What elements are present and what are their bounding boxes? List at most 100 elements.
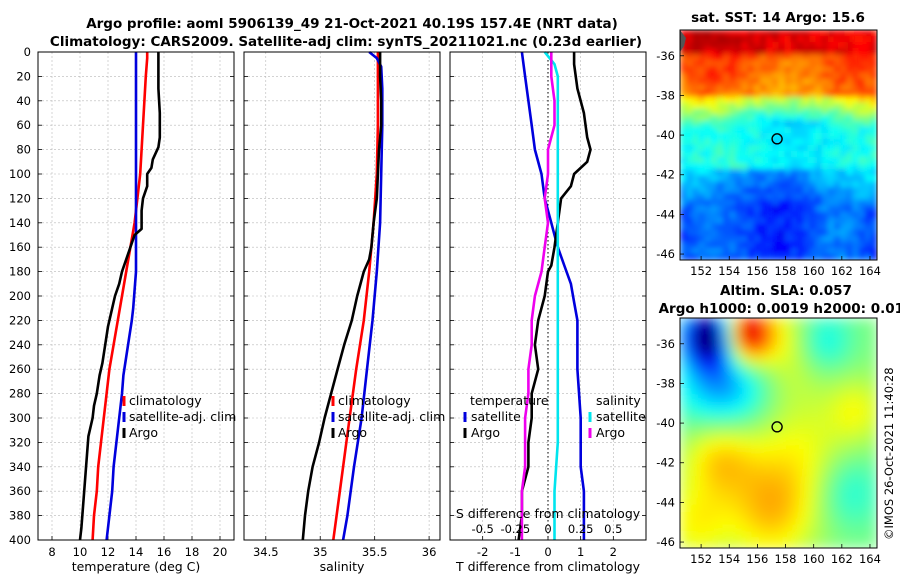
sla-cell [757,519,766,528]
sla-cell [757,540,766,548]
sst-cell [766,181,773,188]
sla-cell [722,447,730,456]
sst-cell [710,163,718,170]
sst-cell [784,90,792,98]
sst-cell [815,54,823,61]
sst-cell [846,42,853,49]
sst-cell [753,48,761,55]
depth-tick-label: 160 [9,240,31,254]
sst-cell [858,36,866,43]
sst-cell [698,181,706,188]
sst-cell [710,211,718,219]
sla-cell [799,526,808,535]
sla-cell [680,468,688,477]
sla-cell [778,461,787,470]
sla-cell [778,361,787,369]
sla-cell [757,504,766,513]
sst-cell [735,151,743,158]
sst-cell [753,199,761,207]
sla-cell [722,497,730,506]
sst-cell [833,187,841,195]
sst-cell [704,132,712,140]
sst-cell [870,253,877,260]
sla-cell [820,447,829,456]
sst-cell [827,60,835,67]
sst-cell [716,48,724,55]
sla-cell [799,368,808,377]
sla-cell [820,411,829,420]
sla-cell [750,476,758,484]
sst-cell [864,211,872,219]
sst-cell [729,163,737,170]
x-tick-label: 36 [422,545,437,559]
sst-cell [710,96,718,104]
sst-cell [680,138,687,146]
sla-cell [694,346,702,355]
sst-cell [809,48,817,55]
sla-cell [813,512,822,520]
s-difference-tick-labels: -0.5 -0.25 0 0.25 0.5 [471,522,622,536]
sla-cell [792,339,801,348]
sla-cell [848,325,857,333]
sla-cell [841,512,850,520]
sla-cell [722,318,730,326]
sla-cell [820,404,829,413]
sla-cell [743,397,751,405]
sst-cell [729,108,737,116]
sst-cell [680,163,687,170]
sla-cell [806,454,815,463]
sst-cell [870,66,877,73]
sla-cell [855,440,864,448]
sst-cell [772,145,780,152]
sst-cell [692,72,700,80]
sst-cell [704,175,712,182]
sla-cell [771,389,780,398]
sst-cell [729,217,737,225]
sst-cell [735,247,743,255]
sst-cell [735,36,743,43]
sst-cell [815,84,823,92]
sla-cell [743,476,751,484]
sst-cell [815,199,823,207]
sst-cell [858,138,866,146]
sla-cell [855,368,864,377]
sla-cell [736,476,744,484]
sla-cell [694,483,702,492]
sla-cell [862,339,871,348]
sst-cell [864,36,872,43]
map-latitude-label: -46 [656,535,675,549]
sla-cell [743,433,751,441]
sla-cell [743,519,751,528]
sla-cell [764,353,773,362]
sst-cell [846,78,853,86]
depth-tick-label: 300 [9,411,31,425]
sla-cell [757,483,766,492]
sst-cell [821,175,829,182]
sst-cell [833,169,841,176]
sla-cell [841,339,850,348]
sst-cell [852,60,860,67]
sla-cell [792,512,801,520]
sst-cell [766,30,773,37]
sla-cell [778,433,787,441]
sst-cell [815,120,823,128]
sst-cell [723,169,730,176]
sst-cell [680,60,687,67]
sst-cell [760,223,767,231]
sst-cell [729,72,737,80]
sst-cell [858,126,866,134]
sla-cell [820,318,829,326]
sst-cell [796,193,804,201]
sla-cell [743,389,751,398]
sla-cell [848,353,857,362]
sla-cell [743,325,751,333]
sla-cell [708,540,716,548]
sla-cell [687,325,695,333]
sla-cell [855,397,864,405]
sla-cell [736,526,744,535]
sla-cell [869,332,877,341]
sst-cell [747,138,755,146]
sst-cell [766,241,773,249]
sst-cell [723,60,730,67]
sst-cell [864,205,872,213]
